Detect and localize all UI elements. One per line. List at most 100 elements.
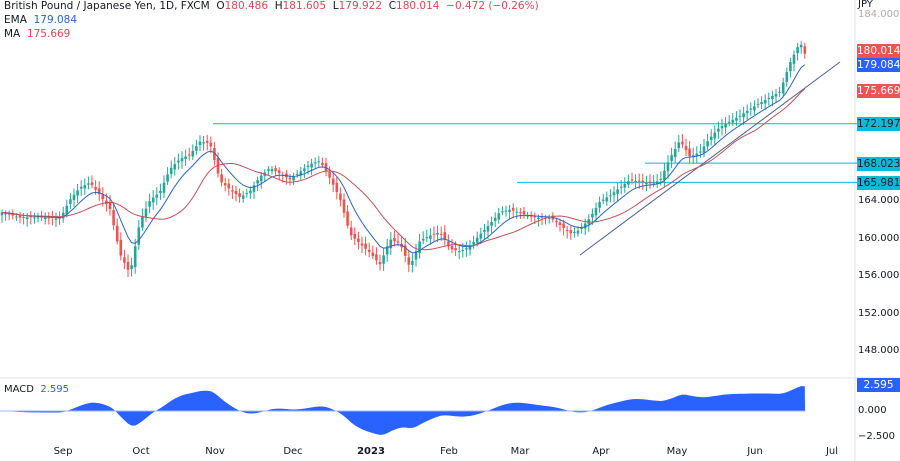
candle-body (526, 215, 529, 217)
candle-body (645, 182, 648, 185)
x-tick: Dec (283, 446, 303, 457)
candle-body (688, 148, 691, 157)
candle-body (385, 246, 389, 255)
candle-body (731, 119, 735, 123)
candle-body (483, 229, 486, 232)
candle-body (663, 170, 666, 180)
candle-body (371, 252, 375, 257)
candle-body (425, 237, 429, 239)
candle-body (270, 169, 274, 172)
candle-body (673, 148, 677, 158)
candle-body (648, 181, 652, 184)
candle-body (429, 235, 432, 239)
candle-body (706, 141, 709, 147)
candle-body (749, 108, 753, 110)
candle-body (396, 241, 400, 243)
last-price-tag: 180.014 (857, 44, 900, 58)
y-tick: 156.000 (858, 270, 900, 281)
candle-body (115, 225, 119, 242)
candle-body (407, 257, 411, 265)
candle-body (137, 227, 141, 245)
x-tick: Apr (592, 446, 610, 457)
candle-body (0, 212, 4, 216)
candle-body (436, 232, 439, 235)
candle-body (450, 246, 454, 250)
x-tick: Jul (825, 446, 839, 457)
candle-body (378, 261, 382, 265)
candle-body (774, 93, 778, 97)
candle-body (508, 209, 511, 212)
candle-body (342, 199, 346, 213)
macd-histogram-area (0, 386, 805, 435)
candle-body (126, 262, 130, 270)
candle-body (227, 183, 231, 189)
candle-body (447, 241, 450, 247)
candle-body (670, 155, 673, 161)
candle-body (220, 174, 223, 183)
candle-body (511, 207, 515, 211)
candle-body (349, 227, 353, 236)
symbol-title: British Pound / Japanese Yen, 1D, FXCM (4, 0, 210, 12)
candle-body (519, 212, 522, 214)
candle-body (43, 217, 47, 219)
level-tag: 172.197 (857, 117, 900, 131)
candle-body (569, 230, 573, 234)
candle-body (709, 136, 713, 140)
ma-legend: MA 175.669 (4, 28, 71, 40)
candle-body (36, 217, 40, 219)
candle-body (241, 195, 245, 199)
candle-body (353, 233, 357, 239)
candle-body (771, 95, 774, 99)
x-tick: May (666, 446, 688, 457)
candle-body (799, 44, 803, 48)
candle-body (259, 175, 263, 182)
candle-body (288, 177, 292, 180)
candle-body (87, 183, 90, 185)
candle-body (515, 211, 519, 213)
candle-body (367, 249, 371, 253)
candle-body (580, 227, 583, 229)
candle-body (454, 248, 457, 251)
candle-body (393, 238, 396, 242)
candle-body (155, 194, 159, 198)
open-value: 180.486 (224, 0, 269, 12)
ema-legend: EMA 179.084 (4, 14, 77, 26)
candle-body (493, 217, 497, 221)
currency-label: JPY (858, 0, 873, 10)
candle-body (479, 233, 483, 239)
candle-body (310, 163, 313, 168)
candle-body (522, 211, 526, 215)
candle-body (15, 216, 18, 218)
candle-body (101, 194, 105, 200)
candle-body (778, 91, 781, 93)
candle-body (443, 232, 447, 241)
candle-body (198, 141, 202, 146)
candle-body (623, 183, 627, 188)
high-value: 181.605 (282, 0, 327, 12)
candle-body (209, 142, 213, 147)
candle-body (4, 213, 7, 215)
candle-body (213, 147, 216, 160)
candle-body (562, 223, 565, 229)
symbol-legend: British Pound / Japanese Yen, 1D, FXCM O… (4, 0, 539, 12)
candle-body (339, 193, 342, 200)
candle-body (555, 220, 558, 223)
candle-body (785, 72, 789, 82)
candle-body (94, 187, 97, 190)
candle-body (277, 170, 281, 174)
candle-body (713, 132, 717, 139)
candle-body (364, 243, 367, 249)
trend-line (579, 61, 841, 256)
candle-body (169, 167, 173, 174)
candle-body (205, 140, 209, 143)
candle-body (634, 181, 637, 183)
candle-body (468, 246, 472, 250)
candle-body (637, 180, 641, 182)
candle-body (609, 195, 612, 197)
x-tick: Mar (510, 446, 530, 457)
candle-body (292, 176, 295, 181)
candle-body (141, 216, 144, 228)
low-value: 179.922 (338, 0, 382, 12)
